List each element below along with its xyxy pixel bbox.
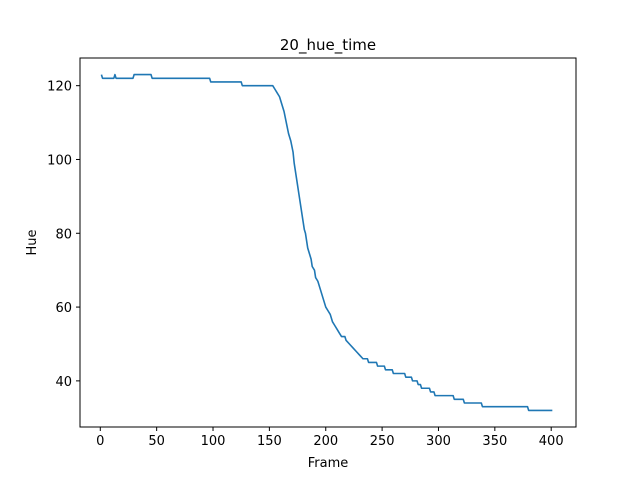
- y-tick-label: 120: [47, 80, 72, 95]
- x-tick-label: 50: [148, 434, 165, 449]
- x-tick-label: 400: [539, 434, 564, 449]
- y-tick-label: 80: [55, 227, 72, 242]
- y-axis: 40 60 80 100 120: [47, 80, 80, 390]
- chart-title: 20_hue_time: [280, 36, 376, 55]
- x-tick-label: 100: [201, 434, 226, 449]
- x-tick-label: 250: [370, 434, 395, 449]
- x-tick-label: 150: [257, 434, 282, 449]
- series-line-0: [100, 73, 553, 412]
- y-axis-label: Hue: [25, 229, 40, 255]
- x-axis-label: Frame: [308, 456, 349, 471]
- y-tick-label: 100: [47, 153, 72, 168]
- x-tick-label: 350: [482, 434, 507, 449]
- axes-frame: [79, 57, 577, 428]
- y-tick-label: 40: [55, 375, 72, 390]
- x-tick-label: 200: [313, 434, 338, 449]
- y-tick-label: 60: [55, 301, 72, 316]
- x-tick-label: 0: [96, 434, 104, 449]
- plot-area: [100, 73, 553, 412]
- x-tick-label: 300: [426, 434, 451, 449]
- x-axis: 0 50 100 150 200 250 300 350 400: [96, 427, 564, 449]
